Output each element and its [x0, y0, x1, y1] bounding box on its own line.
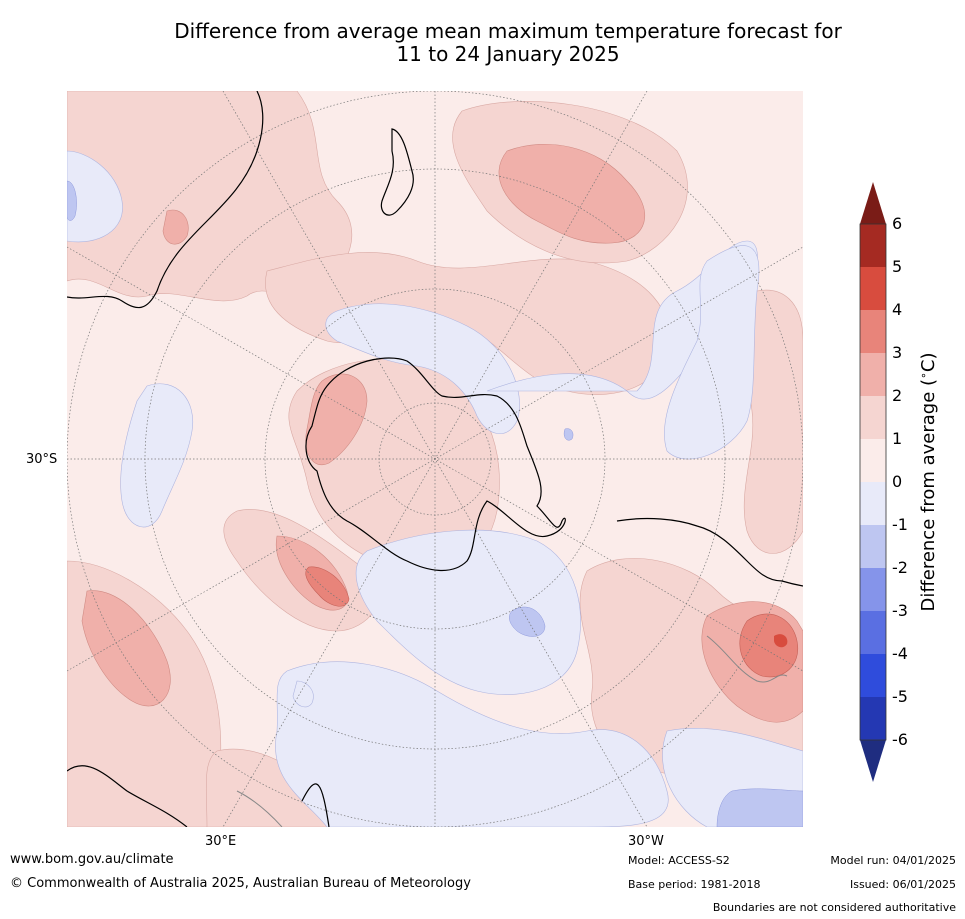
colorbar-tick-label: -4 — [892, 644, 908, 663]
madagascar-coastline — [301, 783, 330, 827]
colorbar-bin-below-minus-6 — [860, 740, 886, 782]
colorbar-tick-label: 5 — [892, 257, 903, 276]
footer-copyright: © Commonwealth of Australia 2025, Austra… — [10, 876, 471, 891]
colorbar-bin — [860, 525, 886, 569]
south-america-coastline — [616, 517, 803, 587]
anomaly-minus-1-to-0-regions — [67, 150, 803, 827]
map-title: Difference from average mean maximum tem… — [0, 20, 965, 66]
footer-base-period: Base period: 1981-2018 — [628, 878, 761, 891]
title-line-2: 11 to 24 January 2025 — [396, 42, 620, 66]
colorbar-bin — [860, 611, 886, 655]
colorbar-tick-label: 4 — [892, 300, 903, 319]
colorbar-bin — [860, 310, 886, 354]
footer-website: www.bom.gov.au/climate — [10, 852, 174, 867]
colorbar-tick-label: 6 — [892, 214, 903, 233]
temperature-anomaly-map — [67, 91, 803, 827]
colorbar-label: Difference from average (∘C) — [917, 352, 939, 612]
colorbar-tick-label: -2 — [892, 558, 908, 577]
colorbar-tick-label: -5 — [892, 687, 908, 706]
footer-model-run: Model run: 04/01/2025 — [830, 854, 956, 867]
colorbar-bin — [860, 267, 886, 311]
anomaly-4-to-5-regions — [774, 634, 788, 648]
anomaly-3-to-4-regions — [305, 566, 799, 678]
country-borders — [236, 635, 788, 827]
australia-coastline — [67, 765, 188, 827]
colorbar-bin — [860, 224, 886, 268]
lat-label-30s: 30°S — [26, 452, 58, 467]
colorbar-tick-label: 2 — [892, 386, 903, 405]
new-zealand-coastline — [380, 128, 414, 216]
colorbar-bin-above-6 — [860, 182, 886, 224]
footer-disclaimer: Boundaries are not considered authoritat… — [712, 901, 956, 914]
colorbar-bin — [860, 654, 886, 698]
colorbar-bin — [860, 568, 886, 612]
colorbar-tick-label: 1 — [892, 429, 903, 448]
footer-issued: Issued: 06/01/2025 — [849, 878, 956, 891]
map-canvas — [67, 91, 803, 827]
lon-label-30e: 30°E — [205, 834, 237, 849]
colorbar-bin — [860, 697, 886, 741]
anomaly-minus-2-to-minus-1-regions — [67, 180, 803, 827]
antarctica-coastline — [305, 357, 566, 572]
coastlines — [67, 91, 803, 827]
lon-label-30w: 30°W — [628, 834, 664, 849]
colorbar-bin — [860, 439, 886, 483]
colorbar-tick-label: -1 — [892, 515, 908, 534]
colorbar-tick-label: -3 — [892, 601, 908, 620]
colorbar-bins — [860, 224, 886, 741]
title-line-1: Difference from average mean maximum tem… — [174, 19, 842, 43]
colorbar — [859, 182, 887, 782]
colorbar-tick-label: 3 — [892, 343, 903, 362]
colorbar-bin — [860, 482, 886, 526]
africa-coastline — [67, 91, 264, 309]
colorbar-bin — [860, 396, 886, 440]
footer-model: Model: ACCESS-S2 — [628, 854, 730, 867]
graticule — [67, 91, 803, 827]
colorbar-tick-label: 0 — [892, 472, 903, 491]
colorbar-bin — [860, 353, 886, 397]
colorbar-tick-label: -6 — [892, 730, 908, 749]
